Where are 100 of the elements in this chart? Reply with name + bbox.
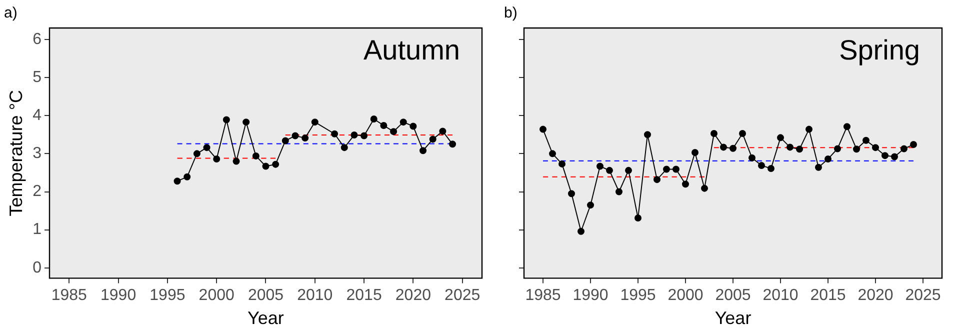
point [720, 144, 727, 151]
point [692, 149, 698, 156]
point [568, 190, 575, 198]
point [748, 154, 756, 162]
point [777, 134, 784, 142]
point [872, 144, 879, 152]
point [203, 144, 210, 152]
x-tick-label: 2015 [346, 287, 382, 304]
point [834, 145, 841, 152]
x-tick-label: 1995 [150, 287, 186, 304]
point [232, 158, 240, 165]
x-axis-title: Year [248, 308, 284, 328]
point [193, 150, 200, 158]
chart-title: Autumn [364, 34, 460, 66]
x-tick-label: 2005 [248, 287, 284, 304]
point [663, 166, 670, 173]
point [644, 131, 651, 138]
point [853, 146, 860, 153]
point [420, 147, 427, 154]
point [786, 144, 794, 151]
text: a) [4, 4, 18, 22]
x-tick-label: 2005 [715, 287, 751, 304]
point [730, 144, 736, 152]
point [596, 162, 604, 170]
point [282, 137, 289, 144]
x-axis-title: Year [714, 308, 752, 328]
point [340, 144, 348, 152]
point [213, 156, 220, 163]
x-tick-label: 2025 [905, 287, 941, 304]
point [616, 188, 622, 196]
point [540, 126, 546, 133]
point [606, 166, 613, 174]
point [796, 146, 803, 153]
x-tick-label: 2010 [297, 287, 333, 304]
chart-title: Spring [839, 34, 920, 66]
point [331, 130, 338, 138]
point [242, 118, 250, 126]
y-tick-label: 4 [32, 106, 42, 124]
point [910, 141, 917, 148]
point [682, 180, 689, 188]
point [587, 202, 594, 209]
point [710, 130, 718, 137]
point [882, 152, 888, 160]
point [350, 132, 358, 139]
point [844, 123, 850, 130]
y-tick-label: 1 [32, 221, 42, 238]
point [311, 118, 318, 126]
x-tick-label: 1985 [51, 287, 88, 304]
point [654, 176, 660, 184]
point [222, 116, 230, 124]
point [302, 134, 309, 142]
point [900, 145, 908, 152]
point [272, 160, 280, 168]
y-tick-label: 2 [32, 183, 42, 200]
point [578, 228, 584, 235]
point [672, 166, 680, 173]
point [439, 128, 446, 135]
point [806, 126, 812, 133]
point [824, 156, 832, 163]
point [370, 116, 378, 123]
y-axis-title: Temperature °C [6, 90, 26, 216]
point [739, 130, 746, 137]
x-tick-label: 2000 [198, 287, 234, 304]
point [634, 214, 642, 222]
point [549, 150, 556, 158]
x-tick-label: 1985 [525, 287, 561, 304]
y-tick-label: 6 [32, 30, 42, 48]
point [262, 162, 270, 170]
point [891, 153, 898, 160]
y-tick-label: 5 [32, 68, 42, 86]
point [429, 136, 436, 143]
point [184, 173, 191, 180]
point [360, 132, 368, 140]
x-tick-label: 1990 [572, 287, 608, 304]
text: b) [504, 4, 518, 22]
x-tick-label: 2025 [444, 287, 480, 304]
point [380, 122, 388, 129]
point [174, 178, 181, 185]
x-tick-label: 1990 [100, 287, 136, 304]
point [252, 152, 260, 160]
x-tick-label: 1995 [620, 287, 656, 304]
point [400, 118, 407, 126]
point [768, 165, 774, 172]
point [558, 160, 566, 168]
x-tick-label: 2015 [810, 287, 846, 304]
point [758, 162, 765, 169]
x-tick-label: 2020 [395, 287, 432, 304]
point [815, 164, 822, 171]
point [625, 166, 632, 174]
point [701, 184, 708, 192]
point [390, 128, 398, 136]
point [292, 132, 299, 140]
x-tick-label: 2010 [762, 287, 798, 304]
point [449, 140, 456, 148]
point [410, 122, 417, 130]
x-tick-label: 2020 [858, 287, 894, 304]
y-tick-label: 3 [32, 145, 42, 162]
y-tick-label: 0 [32, 259, 42, 276]
point [862, 136, 870, 144]
x-tick-label: 2000 [668, 287, 704, 304]
